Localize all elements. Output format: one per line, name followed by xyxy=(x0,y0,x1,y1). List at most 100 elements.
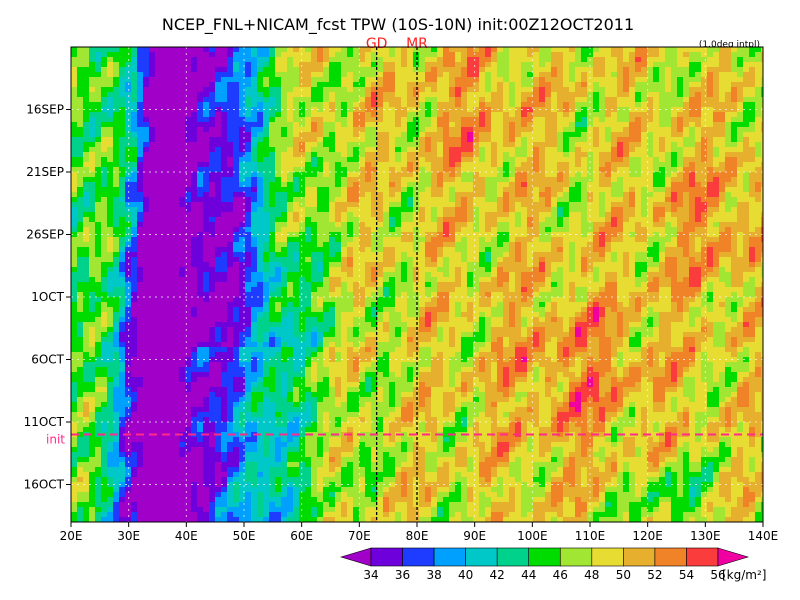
heat-cell xyxy=(587,247,594,253)
heat-cell xyxy=(323,222,330,228)
heat-cell xyxy=(749,47,756,53)
heat-cell xyxy=(419,57,426,63)
heat-cell xyxy=(425,112,432,118)
heat-cell xyxy=(545,162,552,168)
heat-cell xyxy=(503,172,510,178)
heat-cell xyxy=(455,52,462,58)
heat-cell xyxy=(293,212,300,218)
heat-cell xyxy=(557,52,564,58)
heat-cell xyxy=(581,127,588,133)
heat-cell xyxy=(449,72,456,78)
heat-cell xyxy=(161,167,168,173)
heat-cell xyxy=(437,72,444,78)
heat-cell xyxy=(329,227,336,233)
heat-cell xyxy=(119,152,126,158)
heat-cell xyxy=(389,222,396,228)
heat-cell xyxy=(689,147,696,153)
heat-cell xyxy=(89,177,96,183)
heat-cell xyxy=(449,182,456,188)
heat-cell xyxy=(83,132,90,138)
heat-cell xyxy=(413,117,420,123)
heat-cell xyxy=(131,72,138,78)
heat-cell xyxy=(683,237,690,243)
heat-cell xyxy=(629,67,636,73)
heat-cell xyxy=(407,132,414,138)
heat-cell xyxy=(197,112,204,118)
heat-cell xyxy=(431,217,438,223)
heat-cell xyxy=(707,137,714,143)
heat-cell xyxy=(587,157,594,163)
heat-cell xyxy=(695,107,702,113)
heat-cell xyxy=(305,207,312,213)
heat-cell xyxy=(389,102,396,108)
heat-cell xyxy=(197,157,204,163)
heat-cell xyxy=(341,102,348,108)
heat-cell xyxy=(389,92,396,98)
heat-cell xyxy=(377,182,384,188)
heat-cell xyxy=(755,252,762,258)
heat-cell xyxy=(167,67,174,73)
heat-cell xyxy=(599,227,606,233)
heat-cell xyxy=(695,127,702,133)
heat-cell xyxy=(653,192,660,198)
heat-cell xyxy=(725,47,732,53)
heat-cell xyxy=(167,197,174,203)
heat-cell xyxy=(569,102,576,108)
heat-cell xyxy=(629,107,636,113)
heat-cell xyxy=(503,192,510,198)
heat-cell xyxy=(455,237,462,243)
heat-cell xyxy=(233,67,240,73)
heat-cell xyxy=(461,172,468,178)
heat-cell xyxy=(749,52,756,58)
heat-cell xyxy=(371,147,378,153)
heat-cell xyxy=(221,137,228,143)
heat-cell xyxy=(737,112,744,118)
heat-cell xyxy=(695,102,702,108)
heat-cell xyxy=(611,177,618,183)
heat-cell xyxy=(701,62,708,68)
heat-cell xyxy=(647,202,654,208)
heat-cell xyxy=(299,177,306,183)
heat-cell xyxy=(455,47,462,53)
heat-cell xyxy=(347,97,354,103)
heat-cell xyxy=(305,162,312,168)
heat-cell xyxy=(659,57,666,63)
heat-cell xyxy=(377,212,384,218)
heat-cell xyxy=(143,107,150,113)
heat-cell xyxy=(209,207,216,213)
heat-cell xyxy=(149,62,156,68)
heat-cell xyxy=(77,222,84,228)
heat-cell xyxy=(503,167,510,173)
heat-cell xyxy=(383,187,390,193)
heat-cell xyxy=(449,232,456,238)
heat-cell xyxy=(215,172,222,178)
heat-cell xyxy=(545,237,552,243)
heat-cell xyxy=(293,242,300,248)
heat-cell xyxy=(449,172,456,178)
heat-cell xyxy=(203,77,210,83)
heat-cell xyxy=(695,192,702,198)
heat-cell xyxy=(281,97,288,103)
heat-cell xyxy=(545,147,552,153)
heat-cell xyxy=(287,92,294,98)
heat-cell xyxy=(647,207,654,213)
heat-cell xyxy=(209,107,216,113)
heat-cell xyxy=(257,47,264,53)
heat-cell xyxy=(659,177,666,183)
heat-cell xyxy=(293,257,300,263)
heat-cell xyxy=(269,212,276,218)
heat-cell xyxy=(221,142,228,148)
heat-cell xyxy=(695,232,702,238)
heat-cell xyxy=(317,57,324,63)
heat-cell xyxy=(653,162,660,168)
heat-cell xyxy=(281,192,288,198)
heat-cell xyxy=(443,217,450,223)
heat-cell xyxy=(521,152,528,158)
heat-cell xyxy=(335,77,342,83)
heat-cell xyxy=(407,182,414,188)
heat-cell xyxy=(545,257,552,263)
heat-cell xyxy=(581,252,588,258)
heat-cell xyxy=(413,177,420,183)
heat-cell xyxy=(251,102,258,108)
heat-cell xyxy=(95,147,102,153)
